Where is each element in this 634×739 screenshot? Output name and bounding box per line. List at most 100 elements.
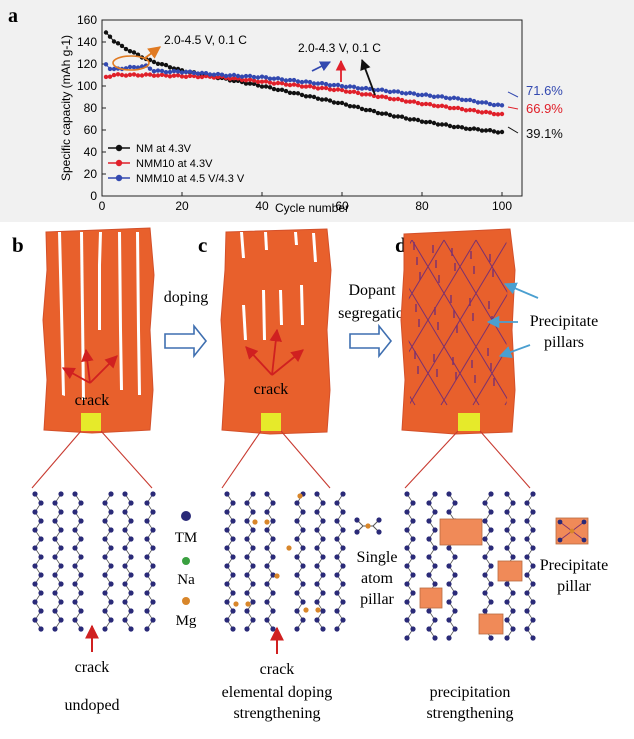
legend-atom-tm — [181, 511, 191, 521]
tm-atom — [250, 581, 256, 587]
series-2-point — [499, 103, 505, 108]
series-2-point — [427, 93, 433, 98]
tm-atom — [72, 617, 78, 623]
tm-atom — [524, 500, 530, 506]
series-2-point — [403, 91, 409, 96]
series-2-point — [219, 72, 225, 77]
tm-atom — [504, 509, 510, 515]
series-1-point — [111, 72, 117, 78]
atom-crack-label-b: crack — [75, 659, 110, 676]
series-2-point — [423, 92, 429, 97]
series-0-point — [311, 94, 317, 100]
series-1-point — [135, 73, 141, 78]
series-2-point — [291, 77, 297, 83]
tm-atom — [320, 518, 326, 524]
series-2-point — [407, 90, 413, 96]
tm-atom — [224, 617, 230, 623]
single-pillar-atom-mg — [365, 523, 371, 529]
series-1-point — [403, 99, 409, 104]
tm-atom — [144, 536, 150, 542]
mg-atom — [274, 573, 280, 579]
series-1-point — [263, 79, 269, 84]
tm-atom — [446, 509, 452, 515]
series-2-point — [247, 73, 253, 79]
tm-atom — [270, 572, 276, 578]
series-0-point — [483, 128, 489, 133]
tm-atom — [432, 563, 438, 569]
zoom-line-b-right — [100, 430, 153, 489]
panel-label-c: c — [198, 233, 207, 257]
tm-atom — [32, 581, 38, 587]
series-0-point — [367, 107, 373, 113]
crack-label-c: crack — [254, 381, 289, 398]
series-0-point — [383, 111, 389, 116]
series-0-point — [491, 129, 497, 134]
tm-atom — [320, 626, 326, 632]
series-1-point — [103, 74, 109, 80]
tm-atom — [504, 527, 510, 533]
tm-atom — [122, 527, 128, 533]
tm-atom — [32, 545, 38, 551]
series-2-point — [435, 94, 441, 99]
series-0-point — [287, 90, 293, 96]
series-1-point — [359, 92, 365, 97]
tm-atom — [122, 509, 128, 515]
tm-atom — [72, 509, 78, 515]
x-axis-ticks: 0 20 40 60 80 100 — [99, 192, 512, 213]
tm-atom — [524, 590, 530, 596]
series-1-point — [451, 105, 457, 111]
series-1-point — [307, 84, 313, 89]
legend-marker-nm — [115, 144, 123, 152]
tm-atom — [270, 626, 276, 632]
series-1-point — [339, 87, 345, 93]
tm-atom — [334, 554, 340, 560]
tm-atom — [410, 518, 416, 524]
tm-atom — [230, 500, 236, 506]
series-2-point — [363, 85, 369, 91]
series-0-point — [415, 117, 421, 123]
series-2-point — [267, 76, 273, 81]
tm-atom — [452, 608, 458, 614]
series-0-point — [295, 91, 301, 96]
series-0-point — [303, 94, 309, 99]
pillar-arrow-3 — [498, 344, 531, 359]
tm-atom — [482, 500, 488, 506]
tm-atom — [128, 572, 134, 578]
tm-atom — [128, 626, 134, 632]
atom-chain — [314, 491, 326, 632]
tm-atom — [52, 536, 58, 542]
series-0-point — [263, 84, 269, 89]
series-1-point — [351, 89, 357, 94]
tm-atom — [504, 491, 510, 497]
tm-atom — [58, 617, 64, 623]
tm-atom — [72, 563, 78, 569]
single-pillar-label-line2: atom — [361, 570, 394, 587]
tm-atom — [144, 590, 150, 596]
atom-bond — [266, 493, 274, 630]
series-1-point — [499, 111, 505, 117]
single-pillar-label-line1: Single — [357, 549, 398, 566]
tm-atom — [530, 581, 536, 587]
series-1-point — [367, 92, 373, 97]
y-tick-label: 0 — [90, 189, 97, 203]
series-2-point — [443, 95, 449, 101]
precipitate-block-2 — [419, 587, 443, 609]
tm-atom — [58, 563, 64, 569]
tm-atom — [334, 518, 340, 524]
series-2-point — [103, 62, 109, 67]
series-2-point — [303, 79, 309, 84]
tm-atom — [52, 572, 58, 578]
voltage-43-arrow-black — [360, 58, 376, 96]
x-tick-label: 100 — [492, 199, 512, 213]
zoom-line-d-right — [479, 430, 531, 489]
grain-precipitated — [400, 228, 516, 435]
tm-atom — [230, 626, 236, 632]
series-2-point — [383, 88, 389, 94]
tm-atom — [72, 527, 78, 533]
y-tick-label: 80 — [84, 101, 98, 115]
x-tick-label: 60 — [335, 199, 349, 213]
y-tick-label: 20 — [84, 167, 98, 181]
series-2-point — [455, 96, 461, 101]
series-0-point — [111, 39, 117, 44]
legend-marker-nmm10-43 — [115, 159, 123, 167]
